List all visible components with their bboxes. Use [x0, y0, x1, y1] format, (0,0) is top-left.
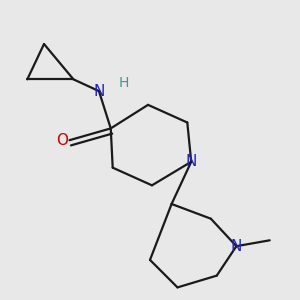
Text: O: O [56, 133, 68, 148]
Text: N: N [185, 154, 197, 169]
Text: N: N [93, 84, 105, 99]
Text: H: H [118, 76, 129, 90]
Text: N: N [231, 239, 242, 254]
